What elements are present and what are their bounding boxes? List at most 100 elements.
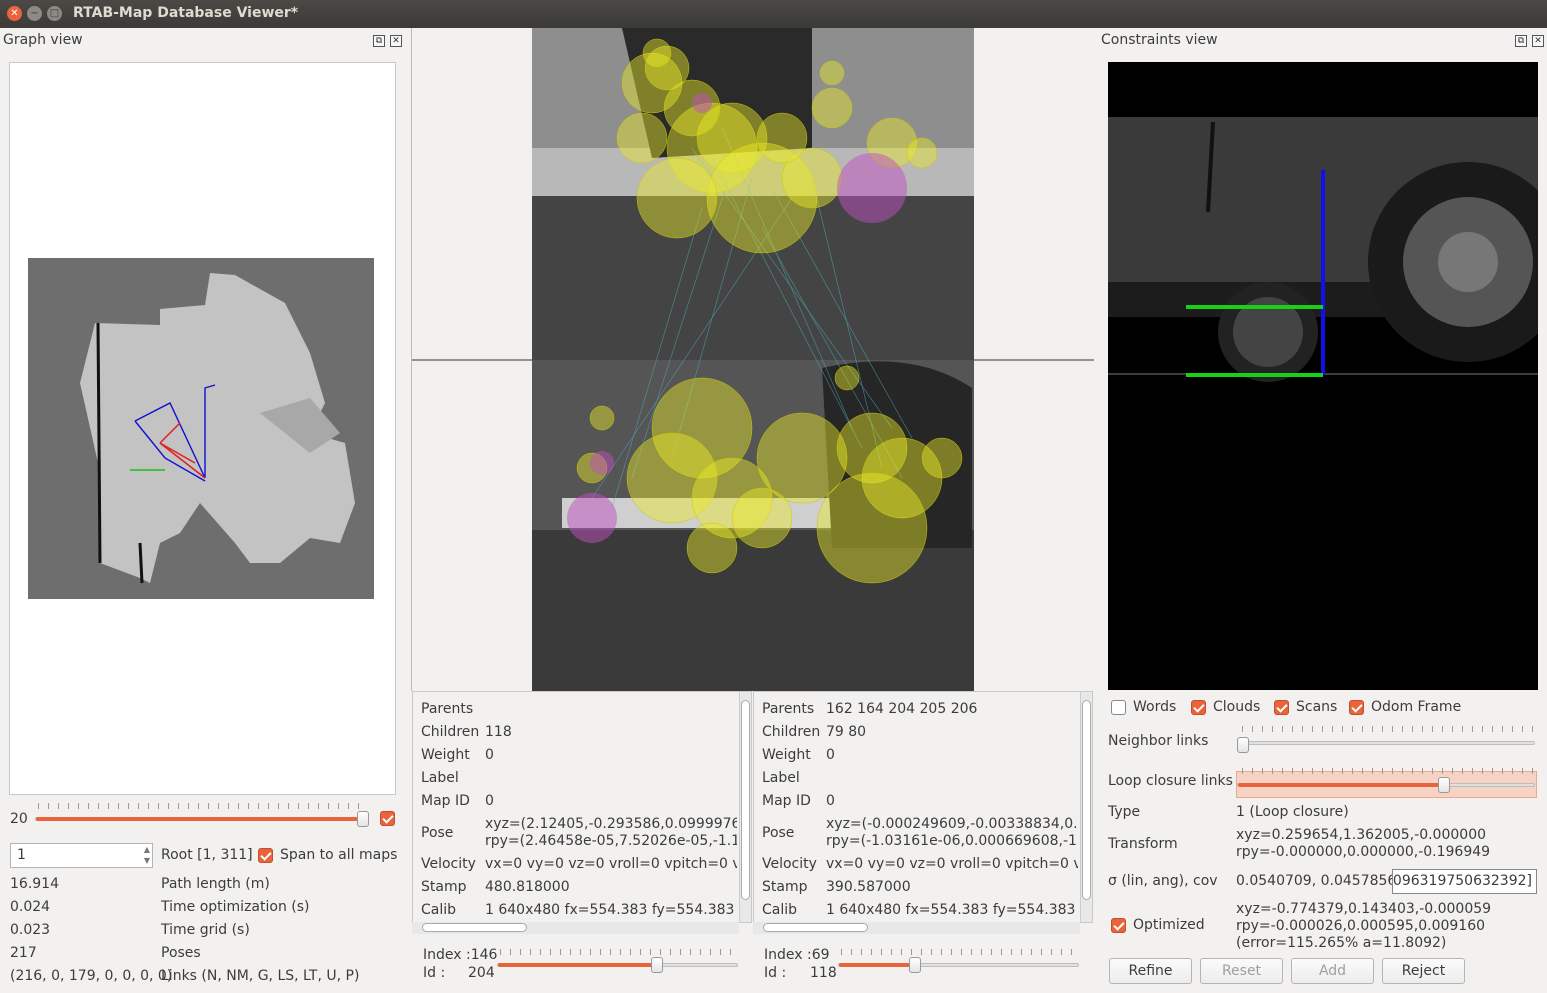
- graph-slider-checkbox[interactable]: [380, 811, 395, 826]
- left-index-slider-handle[interactable]: [651, 957, 663, 973]
- maximize-window-button[interactable]: □: [47, 6, 62, 21]
- right-index-slider[interactable]: [838, 963, 1079, 967]
- right-index-label: Index :69: [764, 947, 830, 963]
- span-all-maps-label: Span to all maps: [280, 847, 398, 863]
- sigma-value: 0.0540709, 0.0457856: [1236, 873, 1397, 889]
- sigma-label: σ (lin, ang), cov: [1108, 873, 1218, 889]
- children-value: 79 80: [826, 724, 867, 740]
- stat-value: 0.023: [10, 922, 51, 938]
- mapid-label: Map ID: [762, 793, 811, 809]
- left-info-hscroll-thumb[interactable]: [422, 923, 527, 932]
- children-label: Children: [762, 724, 821, 740]
- right-info-hscroll-thumb[interactable]: [763, 923, 868, 932]
- span-all-maps-checkbox[interactable]: [258, 848, 273, 863]
- words-checkbox[interactable]: [1111, 700, 1126, 715]
- right-info-hscrollbar[interactable]: [753, 922, 1080, 934]
- transform-label: Transform: [1108, 836, 1178, 852]
- scans-label: Scans: [1296, 699, 1338, 715]
- optimized-label: Optimized: [1133, 917, 1205, 933]
- graph-canvas[interactable]: [9, 62, 396, 795]
- close-dock-icon[interactable]: ✕: [390, 35, 402, 47]
- calib-label: Calib: [421, 902, 457, 918]
- clouds-checkbox[interactable]: [1191, 700, 1206, 715]
- type-value: 1 (Loop closure): [1236, 804, 1349, 820]
- mapid-label: Map ID: [421, 793, 470, 809]
- close-window-button[interactable]: ✕: [7, 6, 22, 21]
- right-id-label: Id :: [764, 965, 787, 981]
- pose-xyz: xyz=(2.12405,-0.293586,0.0999976): [485, 816, 737, 832]
- odom-frame-label: Odom Frame: [1371, 699, 1462, 715]
- right-node-info: Parents 162 164 204 205 206 Children 79 …: [753, 691, 1093, 923]
- root-spinbox-value: 1: [17, 847, 26, 863]
- point-cloud-render: [1108, 117, 1538, 382]
- right-index-slider-handle[interactable]: [909, 957, 921, 973]
- calib-value: 1 640x480 fx=554.383 fy=554.383 cx=: [485, 902, 737, 918]
- feature-match-view[interactable]: [411, 28, 1094, 691]
- mapid-value: 0: [485, 793, 494, 809]
- stamp-label: Stamp: [762, 879, 808, 895]
- loop-closure-slider-handle[interactable]: [1438, 777, 1450, 793]
- loop-closure-ticks: [1242, 768, 1534, 774]
- weight-value: 0: [485, 747, 494, 763]
- graph-slider[interactable]: [35, 817, 367, 821]
- parents-label: Parents: [421, 701, 474, 717]
- constraints-3d-view[interactable]: [1108, 62, 1538, 690]
- stat-label: Path length (m): [161, 876, 270, 892]
- right-info-vscroll-thumb[interactable]: [1082, 700, 1091, 900]
- optimized-error: (error=115.265% a=11.8092): [1236, 935, 1447, 951]
- left-id-value: 204: [468, 965, 495, 981]
- neighbor-links-slider-handle[interactable]: [1237, 737, 1249, 753]
- stamp-label: Stamp: [421, 879, 467, 895]
- right-info-vscrollbar[interactable]: [1080, 692, 1092, 922]
- loop-closure-slider-fill: [1238, 783, 1446, 787]
- transform-xyz: xyz=0.259654,1.362005,-0.000000: [1236, 827, 1487, 843]
- graph-slider-fill: [36, 817, 361, 821]
- left-index-slider[interactable]: [497, 963, 738, 967]
- weight-label: Weight: [762, 747, 811, 763]
- covariance-field[interactable]: 2096319750632392]: [1392, 869, 1537, 894]
- stat-value: 217: [10, 945, 37, 961]
- loop-closure-links-slider[interactable]: [1237, 783, 1535, 787]
- odom-frame-checkbox[interactable]: [1349, 700, 1364, 715]
- add-button[interactable]: Add: [1291, 958, 1374, 984]
- refine-button[interactable]: Refine: [1109, 958, 1192, 984]
- reset-button[interactable]: Reset: [1200, 958, 1283, 984]
- type-label: Type: [1108, 804, 1141, 820]
- left-index-slider-fill: [498, 963, 655, 967]
- spin-arrows-icon[interactable]: ▲ ▼: [143, 845, 150, 865]
- stat-value: 16.914: [10, 876, 59, 892]
- weight-label: Weight: [421, 747, 470, 763]
- left-id-label: Id :: [423, 965, 446, 981]
- matched-images: [412, 28, 1094, 691]
- graph-slider-value: 20: [10, 811, 28, 827]
- pose-label: Pose: [762, 825, 795, 841]
- neighbor-links-slider[interactable]: [1237, 741, 1535, 745]
- float-dock-icon[interactable]: ⧉: [373, 35, 385, 47]
- title-bar: ✕ − □ RTAB-Map Database Viewer*: [0, 0, 1547, 28]
- pose-label: Pose: [421, 825, 454, 841]
- stat-label: Time optimization (s): [161, 899, 310, 915]
- constraints-view-title: Constraints view: [1101, 32, 1218, 48]
- clouds-label: Clouds: [1213, 699, 1261, 715]
- label-label: Label: [762, 770, 800, 786]
- minimize-window-button[interactable]: −: [27, 6, 42, 21]
- left-info-vscrollbar[interactable]: [739, 692, 751, 922]
- occupancy-grid-map: [28, 258, 374, 599]
- left-index-ticks: [500, 949, 735, 955]
- left-info-vscroll-thumb[interactable]: [741, 700, 750, 900]
- root-spinbox[interactable]: 1 ▲ ▼: [10, 843, 153, 868]
- parents-label: Parents: [762, 701, 815, 717]
- label-label: Label: [421, 770, 459, 786]
- close-dock-icon[interactable]: ✕: [1532, 35, 1544, 47]
- optimized-checkbox[interactable]: [1111, 918, 1126, 933]
- scans-checkbox[interactable]: [1274, 700, 1289, 715]
- graph-view-title: Graph view: [3, 32, 83, 48]
- reject-button[interactable]: Reject: [1382, 958, 1465, 984]
- stat-value: (216, 0, 179, 0, 0, 0, 0): [10, 968, 173, 984]
- stat-label: Poses: [161, 945, 201, 961]
- float-dock-icon[interactable]: ⧉: [1515, 35, 1527, 47]
- graph-slider-handle[interactable]: [357, 811, 369, 827]
- neighbor-links-ticks: [1242, 726, 1534, 732]
- left-info-hscrollbar[interactable]: [412, 922, 739, 934]
- left-node-info: Parents Children 118 Weight 0 Label Map …: [412, 691, 752, 923]
